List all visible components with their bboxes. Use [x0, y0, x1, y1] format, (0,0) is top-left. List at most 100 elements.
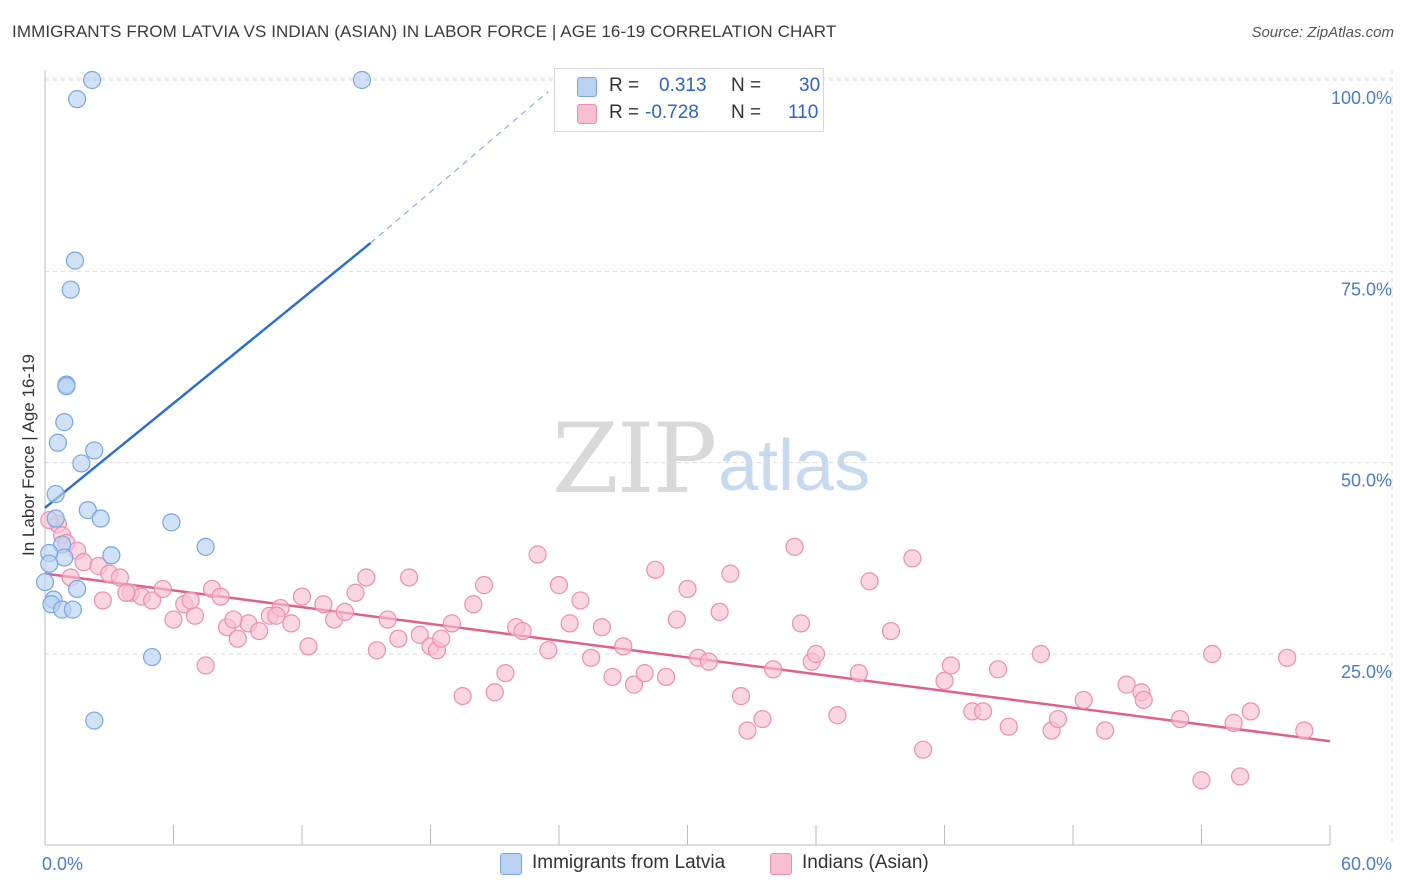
point-latvia	[68, 579, 87, 599]
point-indian	[941, 656, 961, 675]
point-indian	[357, 568, 376, 587]
trend-line-latvia	[44, 242, 372, 509]
point-indian	[196, 656, 215, 675]
point-indian	[699, 652, 719, 671]
point-indian	[367, 641, 387, 660]
point-indian	[785, 537, 804, 556]
point-indian	[753, 709, 772, 729]
point-indian	[164, 610, 183, 629]
point-indian	[624, 675, 644, 694]
point-indian	[1230, 767, 1250, 786]
point-indian	[432, 629, 451, 648]
point-indian	[181, 591, 200, 610]
y-tick-label: 75.0%	[1341, 279, 1392, 299]
point-indian	[442, 614, 462, 633]
point-indian	[211, 587, 230, 606]
legend-n-label: N =	[731, 102, 762, 123]
point-latvia	[63, 600, 82, 619]
y-tick-label: 50.0%	[1341, 471, 1392, 491]
point-indian	[667, 610, 686, 629]
point-indian	[314, 595, 333, 614]
point-latvia	[102, 546, 121, 565]
point-latvia	[352, 70, 372, 90]
legend-r-value: 0.313	[659, 75, 707, 96]
point-indian	[935, 671, 954, 690]
point-indian	[224, 610, 243, 629]
point-indian	[560, 614, 579, 633]
point-indian	[464, 595, 483, 614]
point-indian	[485, 683, 504, 702]
point-latvia	[83, 70, 102, 90]
point-indian	[185, 606, 205, 625]
watermark-atlas: atlas	[718, 426, 870, 506]
point-indian	[1031, 644, 1050, 664]
point-indian	[399, 568, 419, 587]
point-latvia	[142, 647, 162, 667]
point-indian	[228, 629, 247, 648]
y-tick-label: 25.0%	[1341, 662, 1392, 682]
point-indian	[881, 621, 901, 641]
point-latvia	[72, 454, 91, 473]
point-indian	[738, 721, 757, 740]
point-indian	[292, 587, 312, 606]
point-indian	[721, 564, 740, 583]
point-indian	[153, 579, 172, 599]
point-indian	[410, 625, 429, 644]
trend-line-latvia-extension	[370, 91, 549, 244]
point-indian	[903, 549, 922, 568]
point-latvia	[46, 509, 65, 528]
point-indian	[1192, 771, 1211, 790]
point-indian	[267, 606, 286, 625]
point-indian	[1074, 690, 1093, 710]
y-tick-label: 100.0%	[1331, 88, 1392, 108]
point-latvia	[85, 711, 104, 730]
point-indian	[539, 641, 558, 660]
point-indian	[378, 610, 397, 629]
point-latvia	[46, 484, 65, 504]
point-indian	[74, 553, 93, 572]
point-indian	[142, 591, 162, 610]
point-latvia	[55, 413, 74, 432]
legend-swatch-indian	[770, 853, 792, 875]
point-latvia	[78, 501, 97, 520]
point-latvia	[48, 433, 67, 452]
point-indian	[913, 740, 933, 759]
point-indian	[93, 591, 112, 610]
point-latvia	[61, 280, 80, 299]
point-indian	[849, 664, 868, 683]
point-indian	[592, 618, 611, 637]
point-latvia	[65, 251, 85, 270]
point-indian	[999, 717, 1018, 736]
point-indian	[346, 583, 365, 602]
point-indian	[656, 667, 676, 687]
point-indian	[496, 664, 515, 683]
correlation-legend: R = 0.313 N = 30 R = -0.728 N = 110	[554, 68, 824, 132]
point-indian	[1117, 675, 1136, 694]
point-indian	[117, 583, 136, 602]
point-indian	[250, 621, 269, 641]
legend-n-value: 110	[788, 102, 819, 123]
legend-label-indian: Indians (Asian)	[802, 852, 929, 873]
point-indian	[1278, 648, 1297, 667]
point-latvia	[40, 554, 59, 573]
point-indian	[453, 686, 472, 706]
point-indian	[282, 614, 301, 633]
point-indian	[1170, 709, 1190, 729]
point-latvia	[162, 513, 181, 532]
legend-swatch-indian	[577, 104, 597, 124]
point-indian	[299, 637, 318, 656]
y-axis-label: In Labor Force | Age 16-19	[19, 354, 38, 556]
chart-source: Source: ZipAtlas.com	[1251, 24, 1394, 41]
point-indian	[582, 648, 601, 667]
point-indian	[513, 621, 532, 641]
point-indian	[528, 545, 547, 564]
watermark-zip: ZIP	[552, 403, 715, 515]
x-tick-label: 0.0%	[42, 854, 83, 874]
legend-n-value: 30	[799, 75, 821, 96]
point-indian	[1203, 644, 1222, 664]
point-indian	[110, 568, 130, 587]
point-indian	[764, 660, 783, 679]
point-latvia	[68, 90, 87, 109]
point-indian	[635, 664, 654, 683]
